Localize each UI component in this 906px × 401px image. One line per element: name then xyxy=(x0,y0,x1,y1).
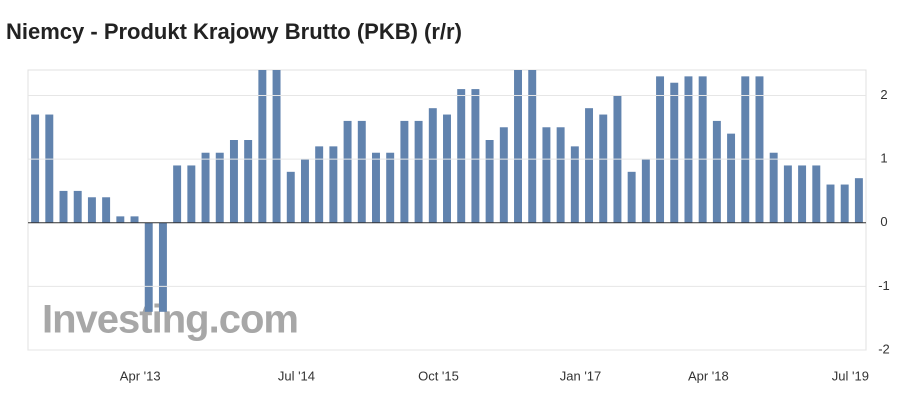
bar xyxy=(144,222,153,312)
bar xyxy=(158,222,167,312)
bar xyxy=(514,70,522,223)
bar xyxy=(698,76,707,223)
bar xyxy=(826,184,835,223)
y-tick-label: 1 xyxy=(880,151,887,166)
bar xyxy=(229,140,238,223)
bar xyxy=(386,152,395,223)
bar xyxy=(244,140,253,223)
bar xyxy=(670,82,679,223)
bar xyxy=(428,108,437,223)
watermark: Investing.com xyxy=(42,298,298,342)
bar xyxy=(542,127,551,223)
bar xyxy=(585,108,594,223)
x-tick-label: Jul '14 xyxy=(278,368,315,383)
bar xyxy=(528,70,537,223)
bar xyxy=(258,70,267,223)
bar xyxy=(570,146,579,223)
bar xyxy=(599,114,608,223)
bars xyxy=(31,70,863,312)
x-tick-label: Apr '13 xyxy=(120,368,161,383)
bar xyxy=(840,184,849,223)
bar xyxy=(798,165,807,223)
bar xyxy=(627,171,636,223)
x-tick-label: Apr '18 xyxy=(688,368,729,383)
bar xyxy=(485,140,494,223)
x-tick-label: Jan '17 xyxy=(560,368,602,383)
bar xyxy=(656,76,665,223)
bar xyxy=(783,165,792,223)
bar xyxy=(45,114,54,223)
bar xyxy=(755,76,764,223)
bar xyxy=(286,171,295,223)
y-tick-label: 0 xyxy=(880,214,887,229)
bar xyxy=(343,120,352,223)
bar xyxy=(272,70,281,223)
bar xyxy=(116,216,125,223)
bar xyxy=(556,127,565,223)
bar xyxy=(87,197,96,223)
y-tick-label: -2 xyxy=(878,341,890,356)
bar xyxy=(372,152,380,223)
bar xyxy=(59,190,68,223)
bar xyxy=(641,159,650,223)
bar xyxy=(499,127,508,223)
y-tick-label: 2 xyxy=(880,87,887,102)
bar xyxy=(769,152,778,223)
bar xyxy=(854,178,863,223)
bar xyxy=(187,165,196,223)
bar xyxy=(201,152,210,223)
bar xyxy=(471,89,480,223)
bar xyxy=(173,165,182,223)
bar xyxy=(73,190,82,223)
bar xyxy=(812,165,821,223)
bar xyxy=(102,197,111,223)
bar xyxy=(457,89,466,223)
bar xyxy=(130,216,139,223)
bar xyxy=(357,120,366,223)
bar xyxy=(329,146,338,223)
bar xyxy=(712,120,721,223)
bar xyxy=(443,114,451,223)
y-tick-label: -1 xyxy=(878,278,890,293)
bar xyxy=(300,159,309,223)
bar xyxy=(741,76,750,223)
bar xyxy=(31,114,40,223)
x-tick-label: Jul '19 xyxy=(832,368,869,383)
bar xyxy=(727,133,736,223)
bar xyxy=(400,120,409,223)
x-tick-label: Oct '15 xyxy=(418,368,459,383)
bar xyxy=(414,120,423,223)
bar xyxy=(315,146,324,223)
bar xyxy=(215,152,224,223)
chart-title: Niemcy - Produkt Krajowy Brutto (PKB) (r… xyxy=(6,19,462,44)
bar xyxy=(684,76,693,223)
